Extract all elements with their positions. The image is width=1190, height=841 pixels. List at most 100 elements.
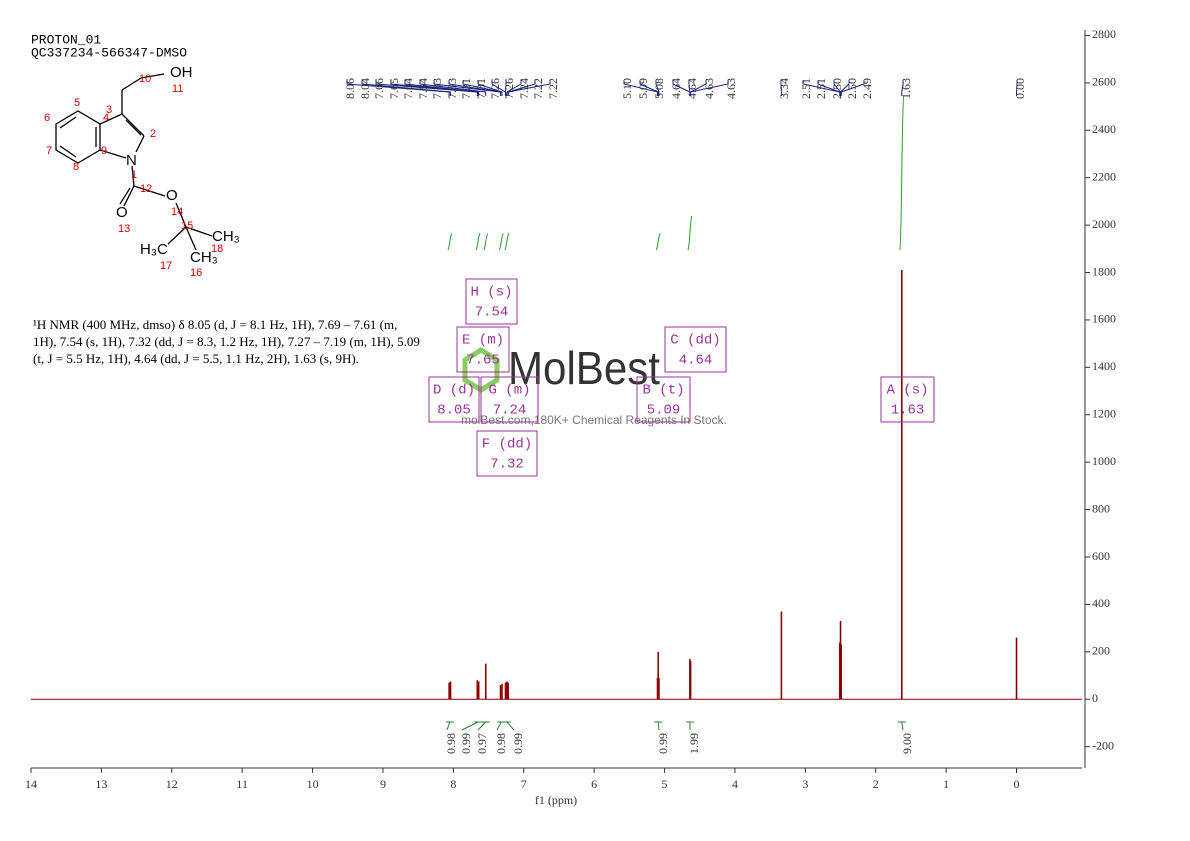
atom-label: N [126, 152, 137, 169]
atom-number: 16 [190, 267, 202, 279]
integral-label: 0.98 [494, 733, 508, 754]
y-tick-label: 2600 [1092, 75, 1116, 89]
y-tick-label: 2000 [1092, 217, 1116, 231]
x-tick-label: 5 [662, 777, 668, 791]
peak-label: 5.08 [652, 78, 666, 99]
peak-label-connector [690, 80, 729, 96]
peak-label: 7.54 [416, 78, 430, 99]
atom-number: 15 [181, 220, 193, 232]
atom-label: CH₃ [212, 228, 240, 245]
peak-label: 7.65 [387, 78, 401, 99]
peak-label: 7.33 [445, 78, 459, 99]
x-tick-label: 14 [25, 777, 37, 791]
x-tick-label: 2 [873, 777, 879, 791]
multiplet-shift: 5.09 [647, 403, 681, 419]
y-tick-label: 1400 [1092, 359, 1116, 373]
x-tick-label: 4 [732, 777, 738, 791]
peak-label-connector [504, 80, 507, 96]
x-tick-label: 3 [802, 777, 808, 791]
multiplet-shift: 7.32 [490, 457, 524, 473]
atom-number: 6 [44, 112, 50, 124]
multiplet-box [428, 376, 480, 423]
nmr-description: ¹H NMR (400 MHz, dmso) δ 8.05 (d, J = 8.… [33, 317, 420, 366]
y-tick-label: 2400 [1092, 122, 1116, 136]
atom-label: H₃C [140, 241, 168, 258]
y-tick-label: 800 [1092, 501, 1110, 515]
y-tick-label: 2800 [1092, 27, 1116, 41]
peak-label: 7.66 [372, 78, 386, 99]
x-tick-label: 0 [1014, 777, 1020, 791]
multiplet-shift: 1.63 [891, 403, 925, 419]
peak-label: 7.64 [401, 78, 415, 99]
multiplet-shift: 8.05 [437, 403, 471, 419]
atom-label: O [166, 187, 178, 204]
peak-label: 7.22 [531, 78, 545, 99]
y-tick-label: 1600 [1092, 312, 1116, 326]
integral-connector [446, 721, 451, 731]
peak-label-connector [901, 80, 904, 96]
peak-label-connector [840, 80, 850, 96]
subtitle: QC337234-566347-DMSO [31, 45, 187, 60]
multiplet-name: E (m) [462, 333, 504, 349]
atom-number: 9 [101, 145, 107, 157]
multiplet-box [465, 278, 518, 325]
integral-label: 0.99 [656, 733, 670, 754]
peak-label: 8.04 [358, 78, 372, 99]
peak-label-connector [448, 80, 502, 96]
peak-label-connector [817, 80, 841, 96]
x-tick-label: 6 [591, 777, 597, 791]
structure-bonds [55, 73, 213, 251]
x-tick-label: 1 [943, 777, 949, 791]
watermark-icon [462, 347, 500, 393]
integral-label: 9.00 [900, 733, 914, 754]
peak-label-connector [375, 80, 478, 96]
peak-label-connector [655, 80, 660, 96]
peak-label-connector [623, 80, 659, 96]
integral-curve [504, 232, 510, 251]
peak-label-connector [506, 80, 522, 96]
atom-number: 1 [131, 169, 137, 181]
multiplet-shift: 7.24 [493, 403, 527, 419]
integral-connector [506, 721, 515, 731]
peak-label-connector [361, 80, 452, 96]
multiplet-box [476, 430, 538, 477]
peak-label: 2.49 [860, 78, 874, 99]
peak-label: 5.10 [620, 78, 634, 99]
multiplet-shift: 7.54 [475, 305, 509, 321]
integral-label: 0.98 [444, 733, 458, 754]
y-tick-label: 1200 [1092, 407, 1116, 421]
peak-label-connector [419, 80, 487, 96]
peak-label: 4.64 [669, 78, 683, 99]
atom-number: 18 [211, 243, 223, 255]
watermark-text: molBest.com,180K+ Chemical Reagents In S… [461, 413, 727, 427]
atom-number: 4 [103, 112, 109, 124]
peak-label: 7.22 [546, 78, 560, 99]
atom-number: 12 [140, 183, 152, 195]
peak-label-connector [390, 80, 479, 96]
y-tick-label: 0 [1092, 691, 1098, 705]
multiplet-name: F (dd) [482, 437, 532, 453]
peak-label: 7.24 [517, 78, 531, 99]
integral-label: 0.99 [459, 733, 473, 754]
y-tick-label: 1000 [1092, 454, 1116, 468]
integral-curve [498, 233, 504, 251]
peak-label: 8.06 [343, 78, 357, 99]
atom-number: 17 [160, 260, 172, 272]
peak-label: 1.63 [899, 78, 913, 99]
atom-label: CH₃ [190, 249, 218, 266]
peak-label-connector [404, 80, 480, 96]
peak-label-connector [840, 80, 865, 96]
multiplet-shift: 7.65 [466, 353, 500, 369]
title: PROTON_01 [31, 32, 101, 47]
x-tick-label: 9 [380, 777, 386, 791]
atom-number: 2 [150, 128, 156, 140]
atom-number: 10 [139, 73, 151, 85]
x-tick-label: 7 [521, 777, 527, 791]
x-tick-label: 12 [166, 777, 178, 791]
multiplet-box [636, 376, 691, 423]
multiplet-name: D (d) [433, 383, 475, 399]
multiplet-box [664, 326, 727, 373]
multiplet-name: A (s) [886, 383, 928, 399]
